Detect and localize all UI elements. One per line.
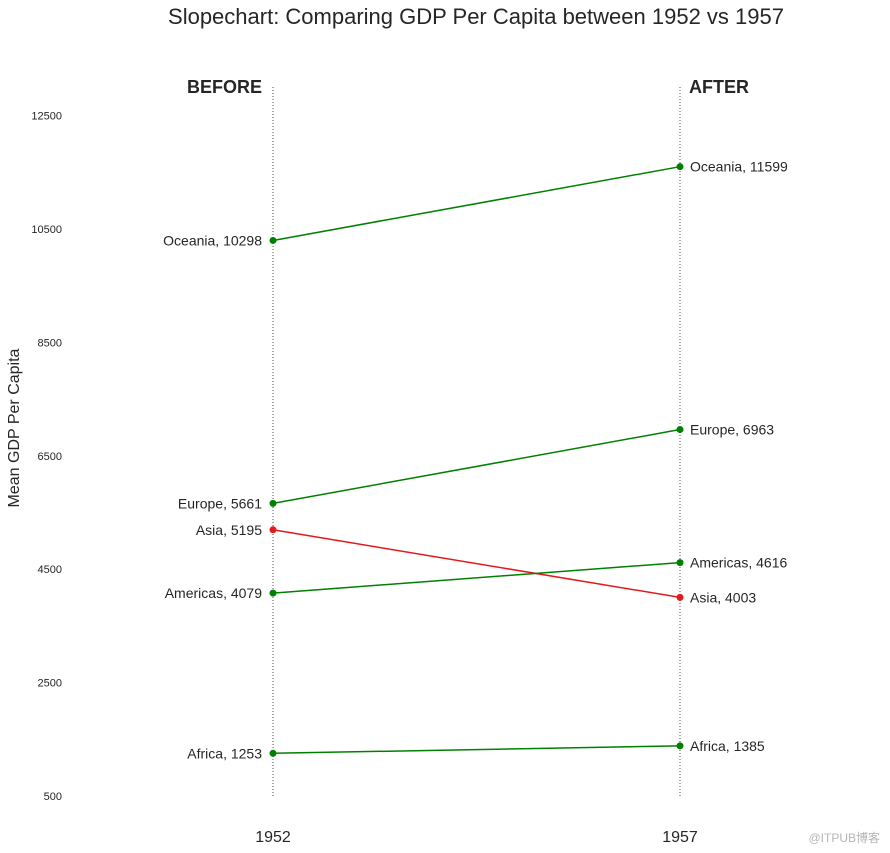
point-1957-asia [676,593,684,601]
label-1957-asia: Asia, 4003 [690,589,756,605]
point-1952-oceania [269,236,277,244]
after-header: AFTER [689,77,749,97]
y-tick-label: 12500 [31,111,62,123]
label-1957-europe: Europe, 6963 [690,422,774,438]
y-tick-label: 4500 [38,564,62,576]
y-axis-label: Mean GDP Per Capita [6,348,23,507]
slope-line-oceania [272,165,681,242]
slope-lines [272,165,681,755]
label-1952-africa: Africa, 1253 [187,745,262,761]
x-tick-label-1952: 1952 [255,829,291,846]
y-tick-label: 6500 [38,451,62,463]
point-1957-africa [676,742,684,750]
point-1952-europe [269,499,277,507]
label-1957-africa: Africa, 1385 [690,738,765,754]
point-1957-americas [676,559,684,567]
y-axis-ticks: 500 2500 4500 6500 8500 10500 12500 [31,111,62,803]
data-labels: Oceania, 10298 Oceania, 11599 Europe, 5661… [163,159,788,762]
point-1952-asia [269,526,277,534]
slope-line-asia [272,529,681,599]
y-tick-label: 500 [44,791,62,803]
slope-line-europe [272,428,681,505]
label-1952-europe: Europe, 5661 [178,495,262,511]
data-points [269,163,684,757]
slope-line-americas [272,561,681,594]
point-1957-europe [676,426,684,434]
label-1952-asia: Asia, 5195 [196,522,262,538]
label-1957-oceania: Oceania, 11599 [690,159,788,175]
point-1957-oceania [676,163,684,171]
x-tick-label-1957: 1957 [662,829,698,846]
label-1957-americas: Americas, 4616 [690,555,787,571]
y-tick-label: 2500 [38,678,62,690]
y-tick-label: 8500 [38,337,62,349]
before-header: BEFORE [187,77,262,97]
point-1952-africa [269,749,277,757]
slope-line-africa [272,745,681,755]
watermark: @ITPUB博客 [808,830,880,845]
point-1952-americas [269,589,277,597]
y-tick-label: 10500 [31,224,62,236]
label-1952-oceania: Oceania, 10298 [163,232,262,248]
chart-title: Slopechart: Comparing GDP Per Capita bet… [168,4,784,29]
label-1952-americas: Americas, 4079 [165,585,262,601]
